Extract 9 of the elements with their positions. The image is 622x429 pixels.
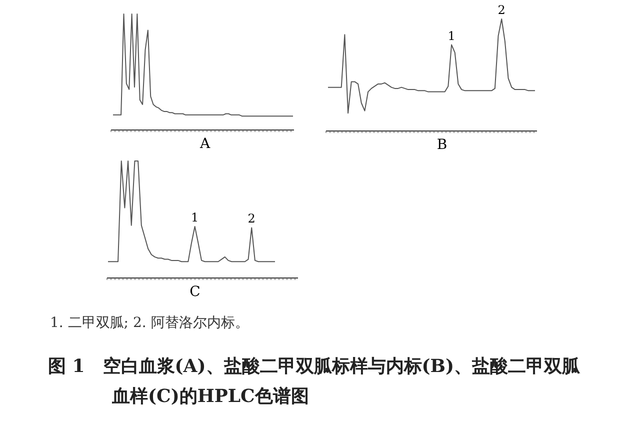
x-axis-title: B [436,137,448,153]
text: 1. 二甲双胍; 2. 阿替洛尔内标。 [50,314,249,332]
text: 图 1 空白血浆(A)、盐酸二甲双胍标样与内标(B)、盐酸二甲双胍血样(C)的HPLC色谱图 [48,355,582,409]
x-axis-title: A [198,136,211,152]
annotation: 1 [191,210,199,225]
annotation: 2 [248,212,256,226]
x-axis-title: C [190,284,200,300]
annotation: 1 [448,28,456,43]
annotation: 2 [498,3,506,17]
